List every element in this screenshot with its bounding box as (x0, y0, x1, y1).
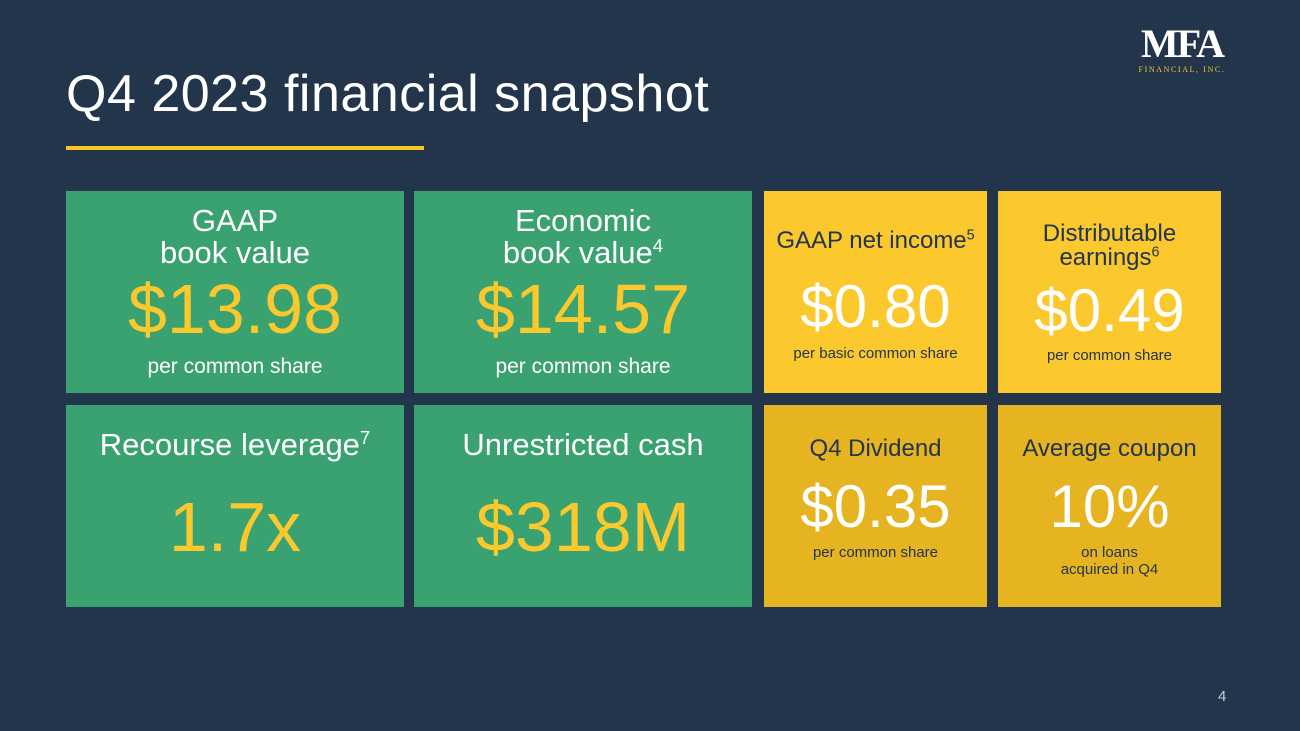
footnote-marker: 7 (359, 426, 371, 448)
label-line-2: book value (502, 234, 653, 270)
title-underline (66, 146, 424, 150)
card-gaap-net-income: GAAP net income5 $0.80 per basic common … (764, 191, 987, 393)
card-subtext: per common share (147, 355, 323, 378)
label-text: Recourse leverage (99, 427, 360, 462)
card-value: 10% (1049, 473, 1170, 540)
company-logo: MFA FINANCIAL, INC. (1126, 24, 1238, 76)
card-distributable-earnings: Distributable earnings6 $0.49 per common… (998, 191, 1221, 393)
page-title: Q4 2023 financial snapshot (66, 65, 710, 123)
card-value: $13.98 (127, 270, 343, 348)
label-text: GAAP net income (776, 227, 967, 254)
label-line-2: earnings (1059, 244, 1152, 272)
card-unrestricted-cash: Unrestricted cash $318M (414, 405, 752, 607)
card-label: Distributable earnings6 (998, 220, 1221, 272)
card-value: $318M (475, 488, 691, 566)
card-value: $0.35 (800, 473, 951, 540)
label-line-2: book value (160, 234, 310, 270)
card-value: $14.57 (475, 270, 691, 348)
card-gaap-book-value: GAAP book value $13.98 per common share (66, 191, 404, 393)
label-line-1: GAAP (191, 203, 279, 238)
label-line-1: Distributable (1042, 220, 1177, 247)
card-subtext: per common share (812, 544, 939, 561)
card-label: Economic book value4 (414, 205, 752, 268)
card-value: $0.49 (1034, 277, 1185, 344)
card-label: GAAP book value (66, 205, 404, 268)
card-subtext: per common share (1046, 347, 1173, 364)
card-label: Q4 Dividend (809, 435, 942, 462)
card-subtext: on loans acquired in Q4 (998, 544, 1221, 579)
logo-mark: MFA (1140, 21, 1225, 66)
card-recourse-leverage: Recourse leverage7 1.7x (66, 405, 404, 607)
card-economic-book-value: Economic book value4 $14.57 per common s… (414, 191, 752, 393)
subtext-line-2: acquired in Q4 (1060, 561, 1159, 579)
card-subtext: per common share (495, 355, 671, 378)
card-q4-dividend: Q4 Dividend $0.35 per common share (764, 405, 987, 607)
footnote-marker: 6 (1151, 244, 1160, 261)
card-label: Unrestricted cash (462, 427, 704, 462)
label-line-1: Economic (514, 203, 652, 238)
logo-subtitle: FINANCIAL, INC. (1138, 65, 1226, 74)
footnote-marker: 4 (652, 234, 664, 256)
card-value: 1.7x (168, 488, 302, 566)
card-label: Average coupon (1022, 435, 1197, 462)
card-value: $0.80 (800, 273, 951, 340)
page-number: 4 (1218, 688, 1227, 705)
card-average-coupon: Average coupon 10% on loans acquired in … (998, 405, 1221, 607)
footnote-marker: 5 (966, 227, 975, 244)
card-label: GAAP net income5 (764, 227, 987, 254)
card-subtext: per basic common share (793, 345, 958, 362)
subtext-line-1: on loans (1081, 544, 1138, 561)
card-label: Recourse leverage7 (66, 426, 404, 462)
